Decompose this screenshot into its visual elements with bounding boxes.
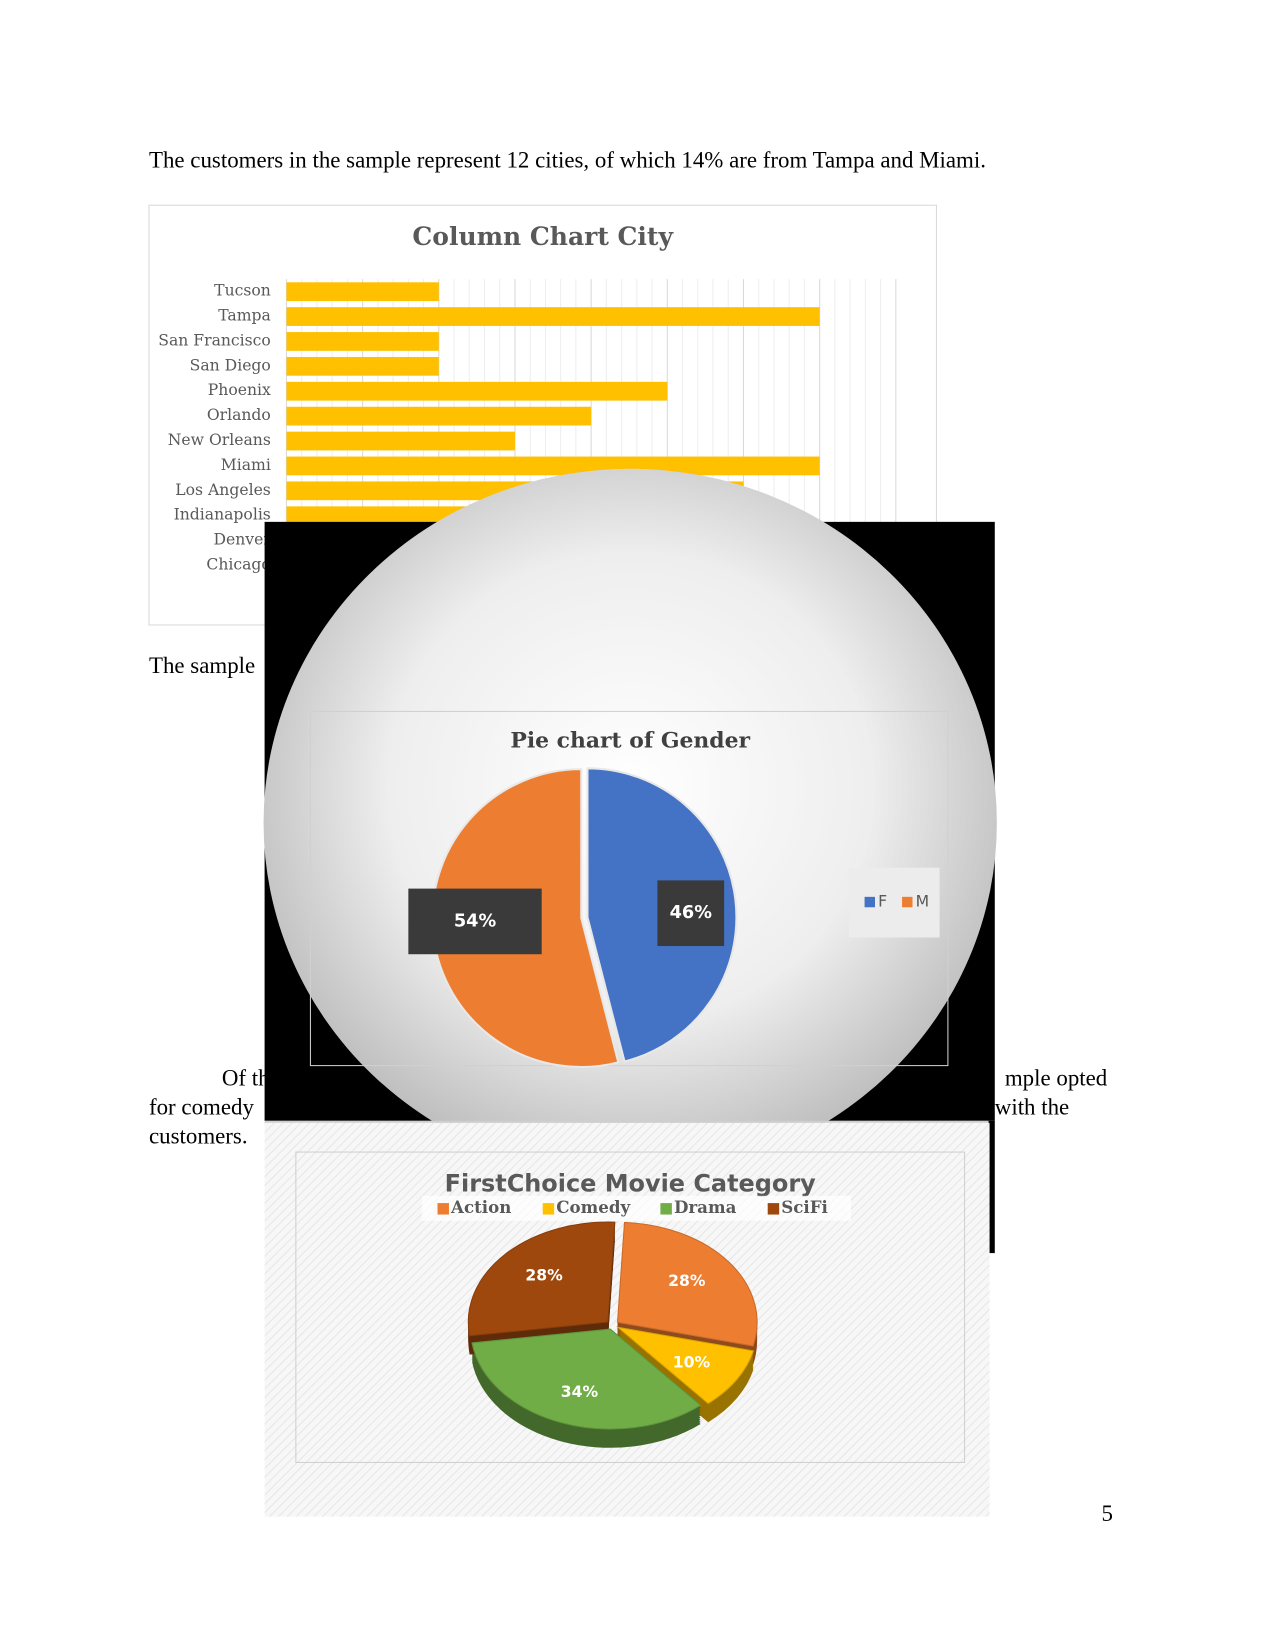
- legend-label: SciFi: [781, 1197, 828, 1217]
- y-tick-label: Indianapolis: [174, 506, 271, 524]
- paragraph-fragment: for comedy: [149, 1095, 254, 1120]
- legend-swatch: [437, 1203, 449, 1215]
- y-tick-label: New Orleans: [168, 431, 271, 449]
- pie-chart: Action Comedy Drama SciFi 28% 10% 34% 28%: [421, 1195, 852, 1448]
- pie-chart: 46% 54% F M: [408, 767, 940, 1069]
- paragraph-fragment: with the: [995, 1095, 1069, 1120]
- legend-label: Comedy: [556, 1197, 631, 1217]
- y-tick-label: Phoenix: [208, 381, 271, 399]
- y-tick-label: Los Angeles: [175, 481, 271, 499]
- legend-swatch: [767, 1203, 780, 1215]
- bar: [286, 381, 668, 401]
- chart-frame: [309, 710, 949, 1067]
- data-label: 46%: [670, 903, 713, 923]
- paragraph-fragment: Of th: [222, 1065, 270, 1090]
- legend-label: M: [916, 893, 929, 911]
- data-label-box: [408, 888, 542, 955]
- y-tick-label: Orlando: [207, 406, 271, 424]
- page-number: 5: [1102, 1501, 1113, 1526]
- y-tick-label: Tampa: [218, 307, 271, 325]
- bar: [286, 406, 592, 426]
- legend-swatch: [542, 1203, 555, 1215]
- paragraph-fragment: customers.: [149, 1124, 248, 1149]
- data-label: 10%: [673, 1353, 711, 1371]
- bar: [286, 307, 820, 326]
- legend-swatch: [864, 896, 875, 908]
- bar: [286, 356, 439, 376]
- data-label: 28%: [525, 1267, 563, 1285]
- pie-slice: [616, 1221, 758, 1347]
- pie-slice: [467, 1221, 616, 1337]
- bar: [286, 332, 439, 351]
- legend-label: Action: [450, 1197, 511, 1217]
- chart-title: Column Chart City: [412, 222, 674, 251]
- legend-swatch: [660, 1203, 672, 1215]
- data-label: 54%: [454, 911, 497, 931]
- legend-label: F: [878, 893, 887, 911]
- chart-title: FirstChoice Movie Category: [445, 1169, 816, 1197]
- bar: [286, 456, 820, 476]
- data-label: 34%: [561, 1383, 599, 1401]
- image-edge: [264, 1120, 989, 1123]
- pie-slice: [616, 1326, 755, 1405]
- paragraph: The sample: [149, 653, 255, 678]
- legend-label: Drama: [674, 1197, 737, 1217]
- legend-box: [848, 867, 940, 938]
- y-tick-label: San Francisco: [158, 331, 271, 349]
- y-tick-label: San Diego: [190, 356, 271, 374]
- legend-swatch: [902, 896, 913, 908]
- pie-slice: [471, 1328, 702, 1430]
- bar: [286, 431, 515, 451]
- bar: [286, 282, 439, 302]
- y-tick-label: Chicago: [206, 556, 270, 574]
- chart-frame: [295, 1151, 966, 1463]
- y-tick-label: Miami: [221, 456, 271, 474]
- paragraph-fragment: mple opted: [1005, 1065, 1108, 1090]
- chart-title: Pie chart of Gender: [510, 728, 750, 754]
- y-tick-label: Denver: [214, 531, 272, 549]
- data-label: 28%: [668, 1272, 706, 1290]
- legend-box: [421, 1195, 852, 1221]
- y-tick-label: Tucson: [214, 282, 271, 300]
- image-edge: [988, 1120, 995, 1254]
- paragraph: The customers in the sample represent 12…: [149, 148, 986, 173]
- data-label-box: [657, 880, 725, 947]
